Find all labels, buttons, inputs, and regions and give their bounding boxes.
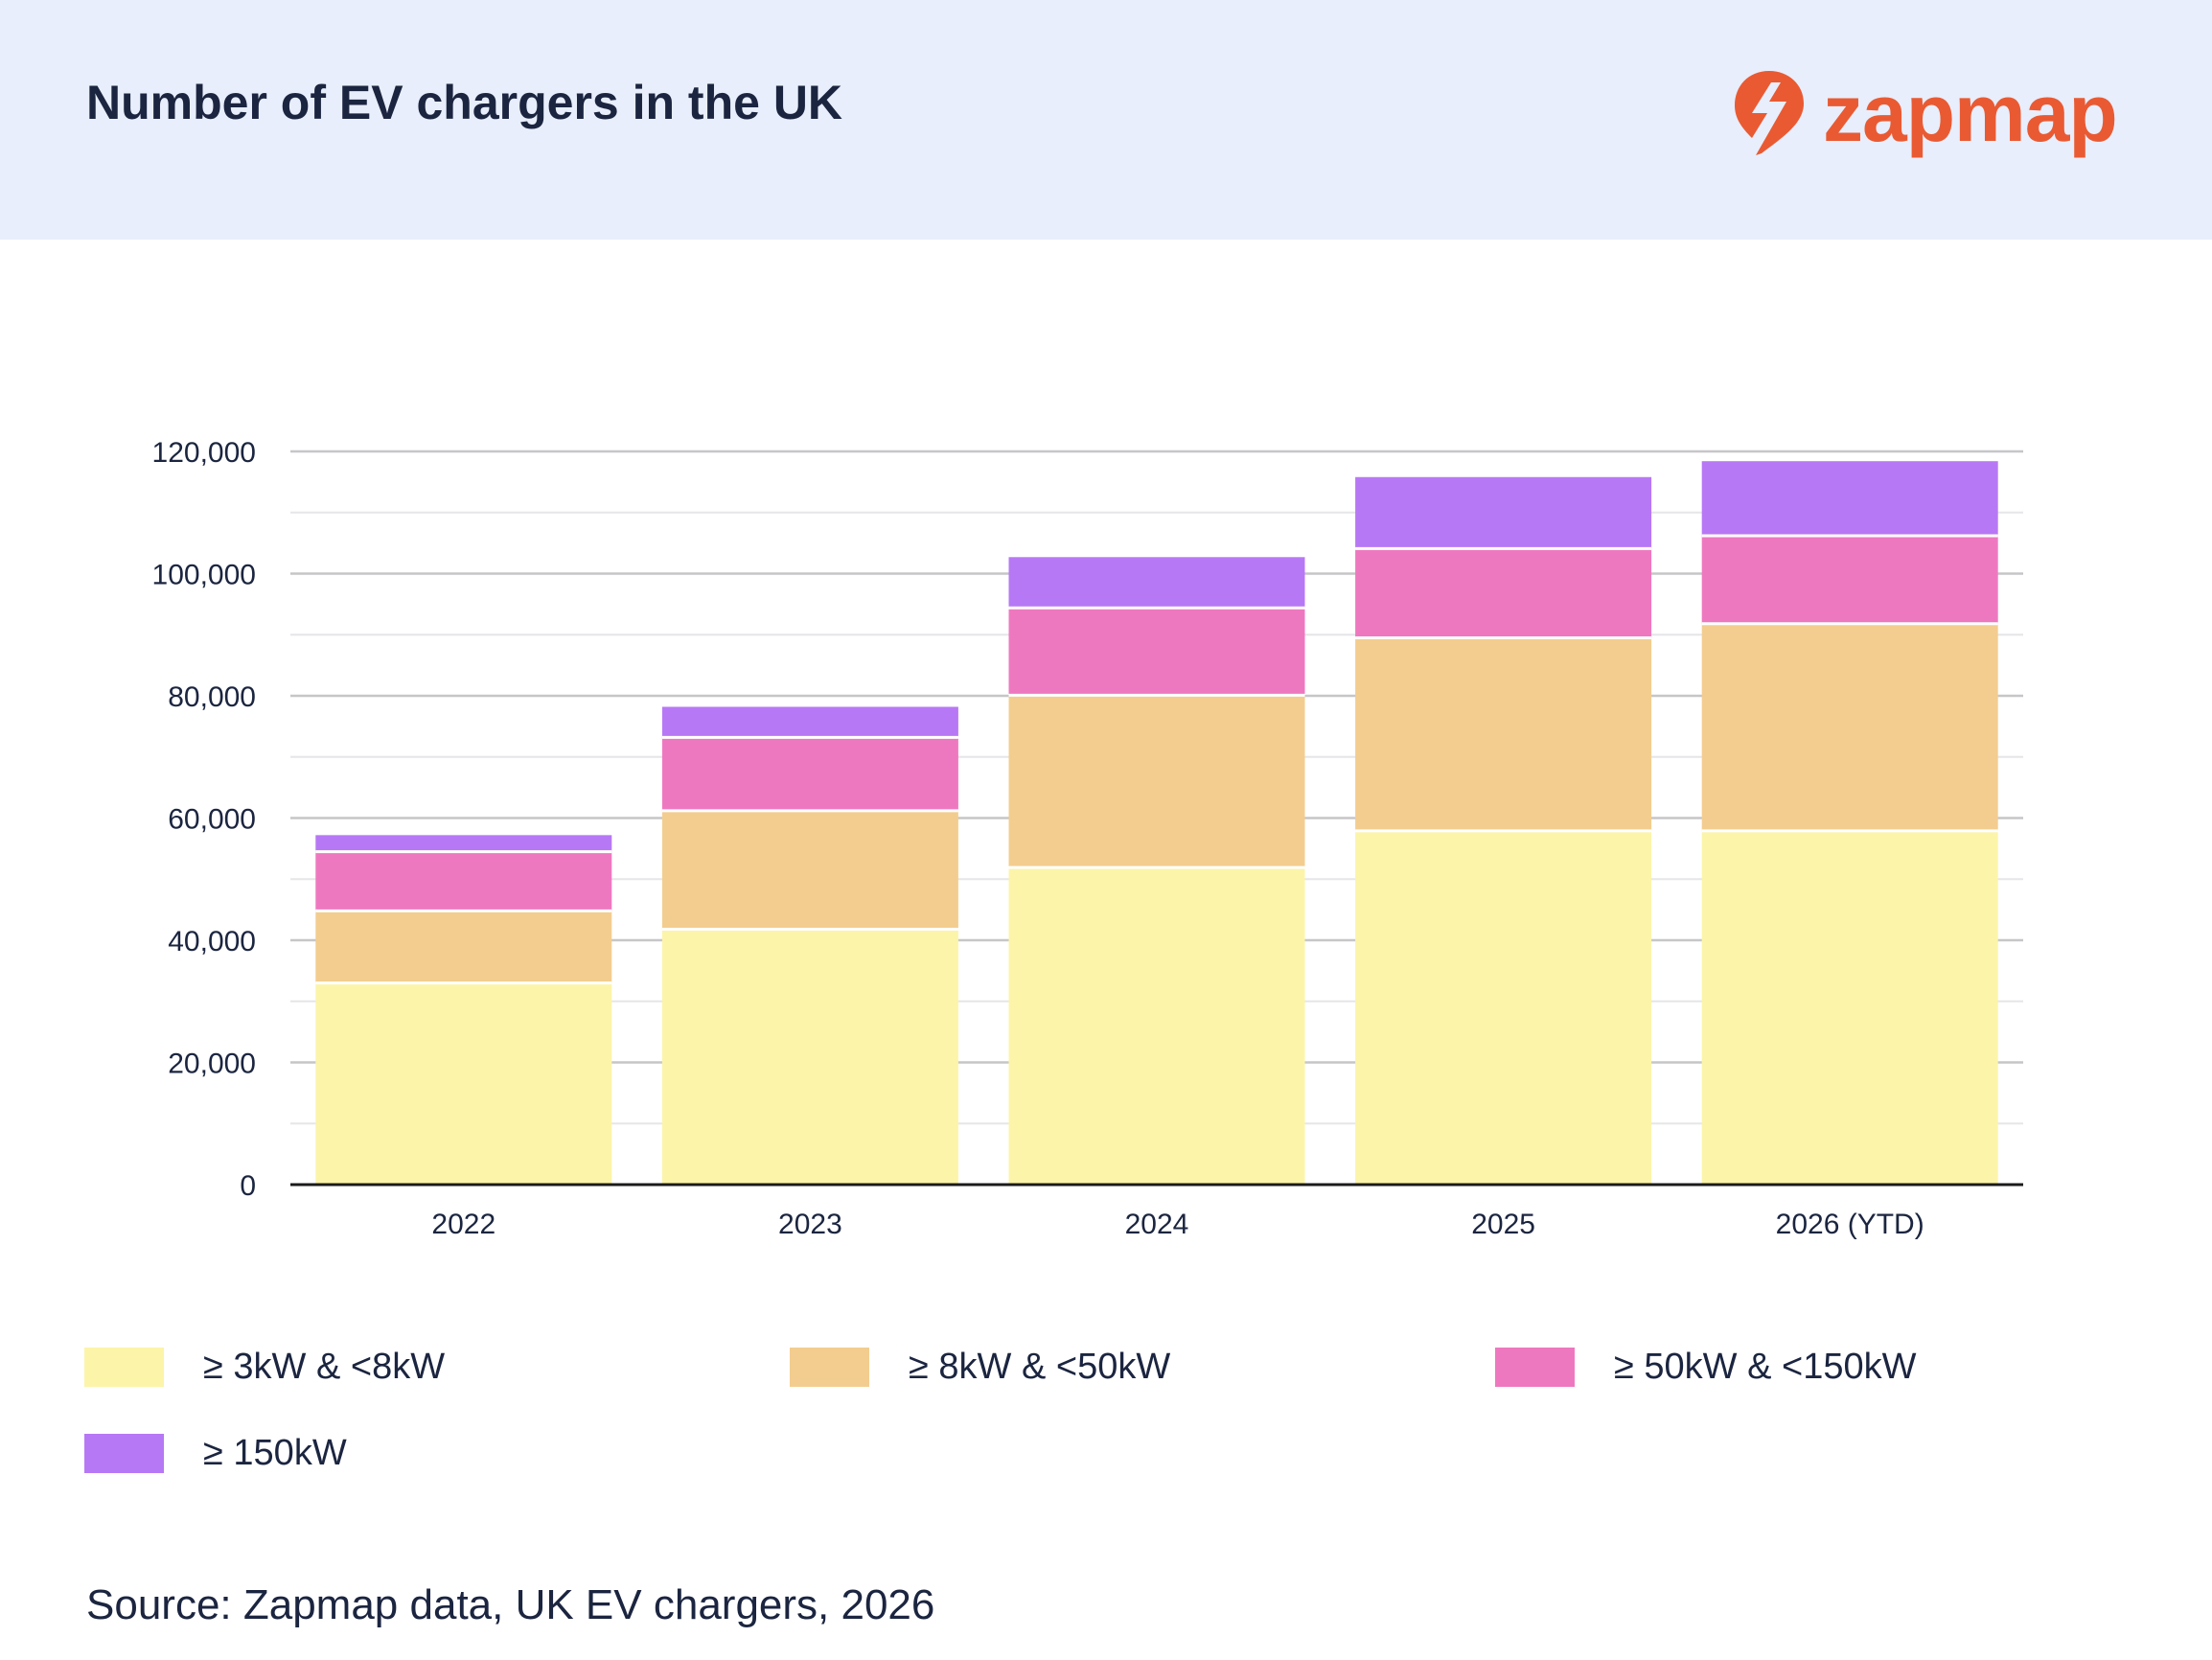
stacked-bar-chart: 0 20,000 40,000 60,000 80,000 100,000 120,000 2… bbox=[152, 437, 2023, 1240]
legend-swatch bbox=[84, 1434, 164, 1473]
zapmap-logo: zapmap bbox=[1733, 68, 2118, 158]
bar-segment bbox=[1008, 608, 1305, 696]
bar-segment bbox=[661, 737, 958, 811]
bar-segment bbox=[1355, 637, 1652, 831]
bar-segment bbox=[315, 835, 612, 852]
source-note: Source: Zapmap data, UK EV chargers, 202… bbox=[86, 1581, 935, 1628]
legend-label: ≥ 3kW & <8kW bbox=[203, 1347, 446, 1387]
bar-segment bbox=[1701, 623, 1998, 831]
legend-item: ≥ 150kW bbox=[84, 1433, 347, 1474]
bar-segment bbox=[1701, 830, 1998, 1185]
legend-label: ≥ 8kW & <50kW bbox=[909, 1347, 1171, 1387]
zapmap-bolt-icon bbox=[1735, 71, 1804, 155]
legend-swatch bbox=[790, 1348, 869, 1387]
bar-segment bbox=[1701, 535, 1998, 624]
y-tick-label: 40,000 bbox=[168, 926, 256, 957]
bar-segment bbox=[1355, 830, 1652, 1185]
legend-item: ≥ 8kW & <50kW bbox=[790, 1347, 1170, 1388]
legend-label: ≥ 50kW & <150kW bbox=[1614, 1347, 1917, 1387]
legend-swatch bbox=[84, 1348, 164, 1387]
x-tick-label: 2024 bbox=[1125, 1209, 1189, 1240]
legend-swatch bbox=[1495, 1348, 1575, 1387]
y-tick-label: 0 bbox=[240, 1170, 256, 1202]
logo-text: zapmap bbox=[1823, 68, 2118, 158]
bar-segment bbox=[661, 929, 958, 1185]
y-tick-label: 80,000 bbox=[168, 681, 256, 713]
bar-segment bbox=[315, 851, 612, 911]
x-tick-label: 2022 bbox=[431, 1209, 495, 1240]
bar-segment bbox=[1008, 867, 1305, 1185]
bar-segment bbox=[1701, 461, 1998, 536]
bar-segment bbox=[661, 706, 958, 738]
bar-segment bbox=[315, 982, 612, 1185]
bar-segment bbox=[1355, 476, 1652, 549]
chart-title: Number of EV chargers in the UK bbox=[86, 76, 843, 129]
y-tick-label: 60,000 bbox=[168, 804, 256, 836]
legend-label: ≥ 150kW bbox=[203, 1433, 347, 1473]
bar-segment bbox=[1008, 695, 1305, 868]
x-tick-label: 2023 bbox=[778, 1209, 842, 1240]
y-tick-label: 120,000 bbox=[152, 437, 256, 469]
bar-segment bbox=[315, 911, 612, 983]
header-band bbox=[0, 0, 2212, 240]
y-tick-label: 20,000 bbox=[168, 1049, 256, 1080]
bar-segment bbox=[1008, 557, 1305, 609]
legend-item: ≥ 50kW & <150kW bbox=[1495, 1347, 1916, 1388]
bar-segment bbox=[1355, 548, 1652, 638]
legend-item: ≥ 3kW & <8kW bbox=[84, 1347, 445, 1388]
y-tick-label: 100,000 bbox=[152, 560, 256, 591]
x-tick-label: 2025 bbox=[1471, 1209, 1535, 1240]
x-tick-label: 2026 (YTD) bbox=[1776, 1209, 1924, 1240]
bar-segment bbox=[661, 810, 958, 930]
